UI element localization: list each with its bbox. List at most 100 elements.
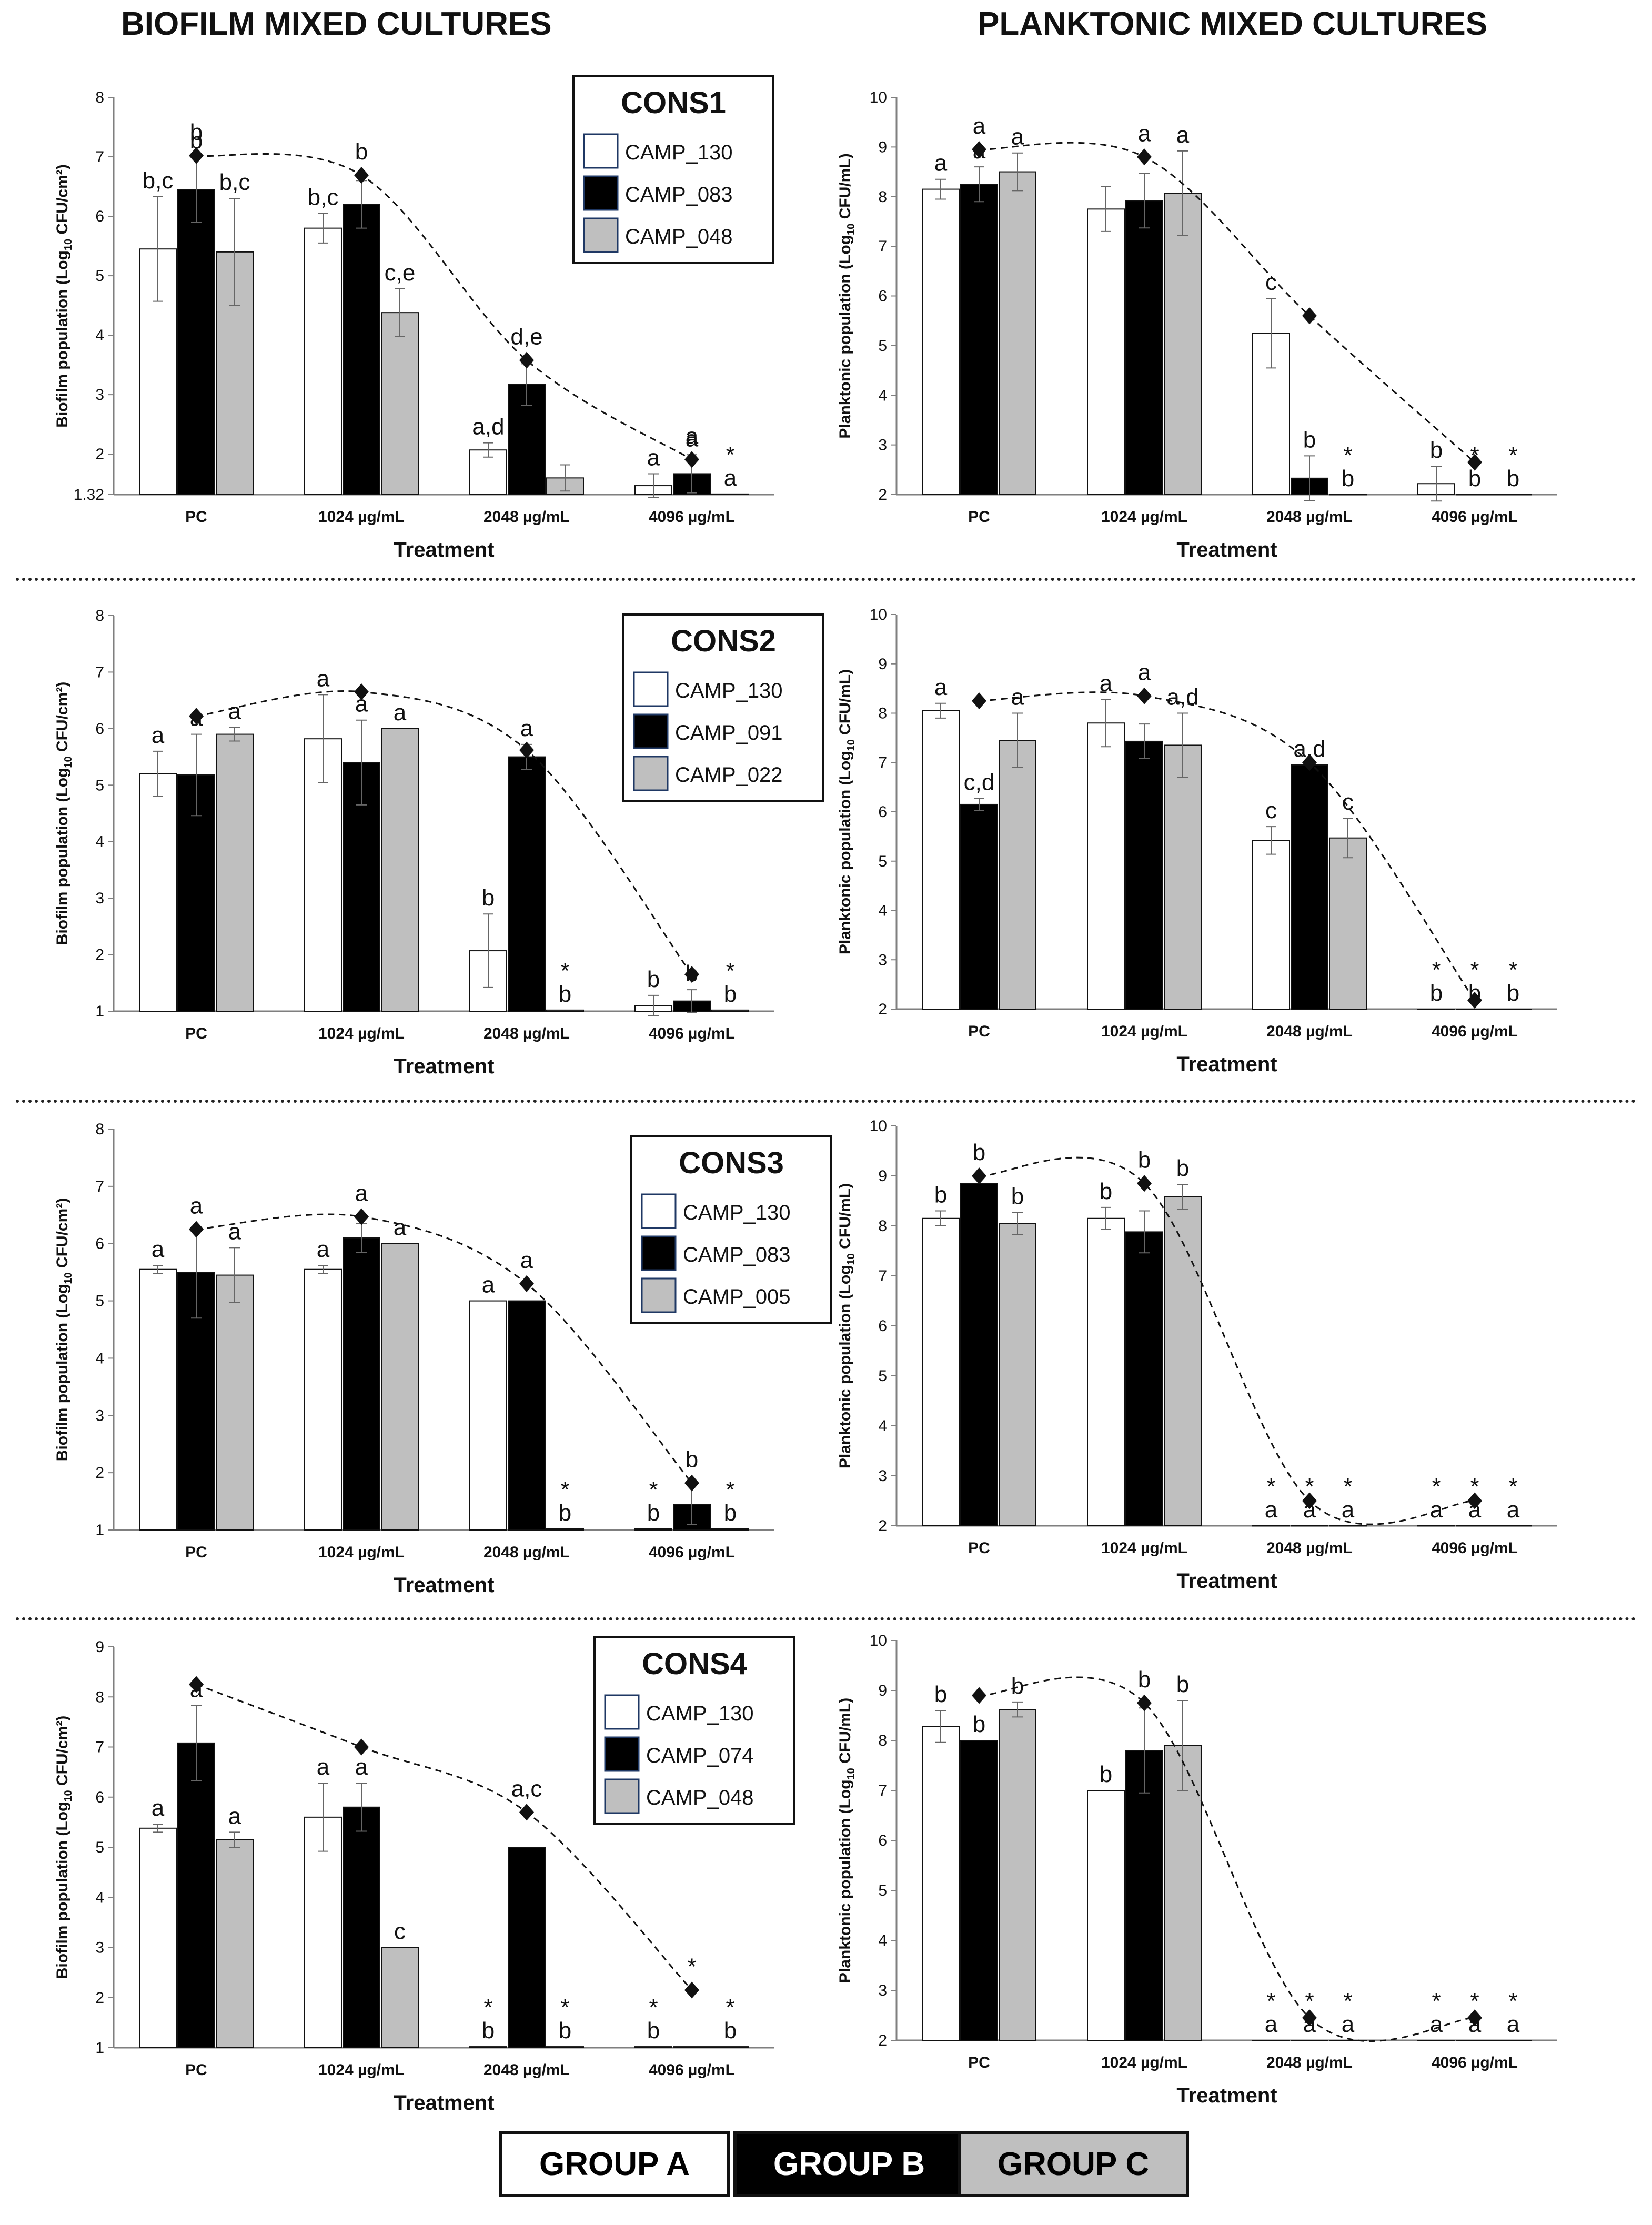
significance-label: * — [1470, 1474, 1479, 1499]
significance-label: b — [1011, 1673, 1024, 1699]
significance-label: a — [1430, 2011, 1443, 2037]
bar-CAMP_048 — [1329, 2040, 1367, 2041]
bar-CAMP_048 — [1494, 2040, 1532, 2041]
bar-CAMP_022 — [546, 1009, 584, 1012]
x-tick-label: 4096 µg/mL — [649, 1025, 735, 1042]
y-tick-label: 8 — [878, 705, 887, 722]
bar-CAMP_074 — [508, 1847, 546, 2048]
legend-entry: CAMP_130 — [675, 679, 783, 702]
significance-label: b — [647, 1500, 660, 1526]
mixed-marker — [1137, 1694, 1152, 1711]
legend-entry: CAMP_083 — [683, 1243, 791, 1266]
bar-CAMP_130 — [304, 1816, 342, 2049]
x-tick-label: 4096 µg/mL — [649, 2061, 735, 2079]
y-axis-label: Biofilm population (Log10 CFU/cm²) — [54, 1716, 74, 1979]
significance-label: a — [686, 426, 699, 451]
y-tick-label: 8 — [878, 1732, 887, 1749]
significance-label: b,c — [308, 184, 339, 210]
significance-label: * — [1508, 1474, 1517, 1499]
mixed-significance-label: b — [1138, 1147, 1151, 1173]
significance-label: a — [482, 1272, 495, 1298]
x-tick-label: PC — [968, 508, 990, 526]
legend-swatch — [641, 1277, 677, 1313]
legend-entry: CAMP_091 — [675, 721, 783, 744]
mixed-marker — [354, 167, 369, 184]
mixed-marker — [1302, 2009, 1317, 2027]
bar-CAMP_048 — [1164, 193, 1202, 495]
bar-CAMP_074 — [673, 2046, 711, 2048]
bar-CAMP_083 — [343, 204, 380, 495]
y-axis-label: Biofilm population (Log10 CFU/cm²) — [54, 1198, 74, 1462]
group-c-box: GROUP C — [958, 2131, 1189, 2197]
bar-CAMP_074 — [1125, 1750, 1163, 2041]
significance-label: * — [1305, 1988, 1314, 2014]
significance-label: a — [317, 666, 330, 691]
x-axis-label: Treatment — [394, 2091, 494, 2115]
x-tick-label: 1024 µg/mL — [318, 508, 405, 526]
y-tick-label: 5 — [95, 1839, 104, 1856]
significance-label: * — [1343, 1988, 1352, 2014]
x-tick-label: PC — [968, 1023, 990, 1040]
y-tick-label: 2 — [878, 1001, 887, 1018]
significance-label: b — [934, 1682, 947, 1707]
significance-label: * — [1508, 442, 1517, 468]
significance-label: * — [1432, 1474, 1441, 1499]
significance-label: a,d — [472, 414, 504, 440]
chart-cons1-biofilm: 1.32 2 3 4 5 6 7 8 Biofilm population (Log10 CFU… — [54, 75, 774, 561]
x-tick-label: 2048 µg/mL — [483, 1544, 570, 1561]
y-tick-label: 3 — [95, 1407, 104, 1424]
bar-CAMP_083 — [1125, 1231, 1163, 1526]
mixed-marker — [189, 1676, 204, 1693]
chart-cons1-planktonic: 2 3 4 5 6 7 8 9 10 Planktonic population (Log10 C… — [837, 89, 1557, 561]
mixed-marker — [972, 1167, 986, 1184]
legend-swatch — [633, 713, 669, 749]
bar-CAMP_083 — [508, 1300, 546, 1531]
x-tick-label: 1024 µg/mL — [1101, 1023, 1187, 1040]
header-biofilm: BIOFILM MIXED CULTURES — [121, 6, 552, 42]
x-tick-label: 2048 µg/mL — [483, 508, 570, 526]
y-tick-label: 3 — [878, 1982, 887, 1999]
significance-label: * — [649, 1477, 658, 1503]
bar-CAMP_022 — [1329, 837, 1367, 1010]
significance-label: a — [1265, 2011, 1278, 2037]
significance-label: b — [1342, 466, 1354, 491]
legend-entry: CAMP_130 — [625, 141, 733, 164]
significance-label: * — [1343, 442, 1352, 468]
mixed-significance-label: d,e — [510, 324, 542, 350]
x-tick-label: 4096 µg/mL — [1432, 2054, 1518, 2071]
bar-CAMP_130 — [139, 1268, 177, 1531]
x-tick-label: 1024 µg/mL — [318, 1544, 405, 1561]
mixed-marker — [1302, 1492, 1317, 1509]
significance-label: a,d — [1166, 684, 1198, 710]
row-divider — [16, 1100, 1636, 1103]
significance-label: * — [1305, 1474, 1314, 1499]
mixed-trend-line — [979, 1676, 1475, 2042]
significance-label: b — [482, 2018, 495, 2043]
y-tick-label: 10 — [870, 606, 887, 623]
mixed-marker — [1302, 307, 1317, 325]
significance-label: * — [1508, 1988, 1517, 2014]
y-tick-label: 9 — [878, 1682, 887, 1699]
x-tick-label: PC — [185, 508, 207, 526]
significance-label: * — [1432, 957, 1441, 983]
bar-CAMP_130 — [139, 773, 177, 1012]
y-axis-label: Planktonic population (Log10 CFU/mL) — [837, 1698, 857, 1983]
legend-title: CONS1 — [621, 86, 726, 120]
y-tick-label: 1.32 — [74, 486, 104, 504]
x-axis-label: Treatment — [1176, 1053, 1277, 1076]
significance-label: b — [1100, 1179, 1112, 1204]
bar-CAMP_130 — [634, 1528, 672, 1531]
legend-entry: CAMP_005 — [683, 1285, 791, 1308]
bar-CAMP_083 — [960, 184, 998, 495]
significance-label: * — [1343, 1474, 1352, 1499]
bar-CAMP_048 — [1164, 1745, 1202, 2041]
y-tick-label: 6 — [95, 208, 104, 225]
y-tick-label: 8 — [95, 89, 104, 106]
significance-label: a — [152, 722, 165, 748]
mixed-trend-line — [196, 153, 692, 460]
y-tick-label: 3 — [95, 386, 104, 404]
y-tick-label: 10 — [870, 1632, 887, 1649]
significance-label: * — [1266, 1474, 1275, 1499]
mixed-significance-label: a — [355, 1181, 368, 1206]
mixed-significance-label: a — [1138, 120, 1151, 146]
